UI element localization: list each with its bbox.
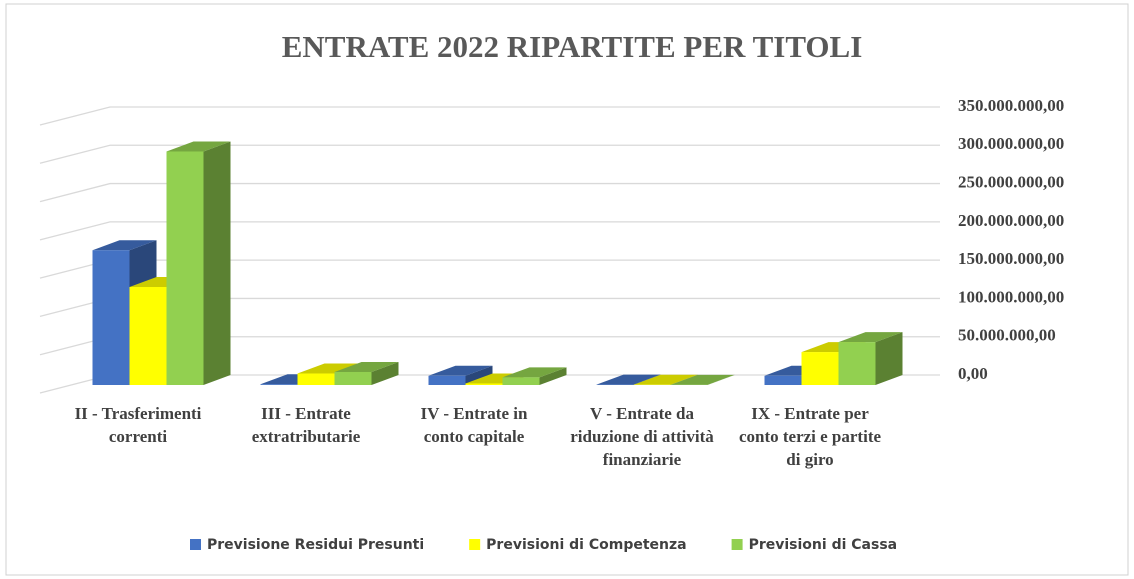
y-tick-label: 200.000.000,00 <box>958 211 1064 230</box>
bar <box>502 377 540 385</box>
bar <box>297 373 335 385</box>
bar <box>465 383 503 385</box>
y-tick-label: 150.000.000,00 <box>958 249 1064 268</box>
legend-swatch <box>731 539 743 550</box>
bar-side <box>707 374 735 385</box>
x-tick-label: IX - Entrate per conto terzi e partite d… <box>738 404 882 469</box>
bar <box>129 286 167 385</box>
bar-top <box>166 141 231 152</box>
grid-line <box>39 144 940 164</box>
legend-label: Previsioni di Competenza <box>486 537 686 553</box>
legend-label: Previsioni di Cassa <box>749 537 898 553</box>
bar-top <box>502 367 567 378</box>
bar-side <box>371 361 399 385</box>
bar-top <box>633 374 698 385</box>
y-tick-label: 50.000.000,00 <box>958 326 1056 345</box>
legend-swatch <box>469 539 481 550</box>
chart-title: ENTRATE 2022 RIPARTITE PER TITOLI <box>282 29 863 64</box>
bar-side <box>875 332 903 385</box>
bar-side <box>539 367 567 385</box>
bar-side <box>465 365 493 385</box>
x-tick-label: II - Trasferimenti correnti <box>74 404 202 446</box>
bar-top <box>428 365 493 376</box>
bar <box>764 375 802 385</box>
x-tick-label: III - Entrate extratributarie <box>251 404 361 446</box>
bar-side <box>203 141 231 385</box>
grid-line <box>39 221 940 241</box>
bar <box>260 384 298 385</box>
bar-top <box>334 361 399 372</box>
y-tick-label: 250.000.000,00 <box>958 172 1064 191</box>
x-tick-label: IV - Entrate in conto capitale <box>420 404 528 446</box>
bar <box>428 375 466 385</box>
bar <box>92 250 130 385</box>
y-tick-label: 100.000.000,00 <box>958 287 1064 306</box>
legend-swatch <box>190 539 201 550</box>
y-tick-label: 300.000.000,00 <box>958 134 1064 153</box>
bar-top <box>92 240 157 251</box>
bar-top <box>838 332 903 343</box>
y-tick-label: 350.000.000,00 <box>958 96 1064 115</box>
bar <box>166 151 204 385</box>
bar-top <box>297 363 362 374</box>
bar-top <box>596 374 661 385</box>
bar <box>838 342 876 385</box>
y-tick-label: 0,00 <box>958 364 988 383</box>
bar-top <box>670 374 735 385</box>
legend-label: Previsione Residui Presunti <box>207 537 424 553</box>
grid-line <box>39 182 940 203</box>
bar <box>334 371 372 385</box>
grid-line <box>39 106 940 126</box>
bar <box>801 352 839 385</box>
x-tick-label: V - Entrate da riduzione di attività fin… <box>570 404 714 469</box>
